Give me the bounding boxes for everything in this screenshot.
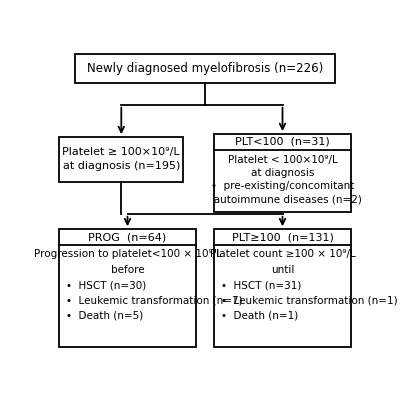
Text: Newly diagnosed myelofibrosis (n=226): Newly diagnosed myelofibrosis (n=226)	[87, 62, 323, 75]
Text: before: before	[111, 265, 144, 275]
Text: until: until	[271, 265, 294, 275]
FancyBboxPatch shape	[59, 137, 183, 182]
Text: autoimmune diseases (n=2): autoimmune diseases (n=2)	[204, 194, 362, 204]
Text: Progression to platelet<100 × 10⁹/L: Progression to platelet<100 × 10⁹/L	[34, 249, 222, 259]
FancyBboxPatch shape	[59, 229, 196, 348]
Text: at diagnosis (n=195): at diagnosis (n=195)	[63, 161, 180, 171]
Text: •  Leukemic transformation (n=7): • Leukemic transformation (n=7)	[66, 296, 243, 306]
Text: Platelet ≥ 100×10⁹/L: Platelet ≥ 100×10⁹/L	[62, 148, 180, 158]
Text: Platelet < 100×10⁹/L: Platelet < 100×10⁹/L	[228, 155, 337, 165]
Text: at diagnosis: at diagnosis	[251, 168, 314, 178]
Text: •  HSCT (n=30): • HSCT (n=30)	[66, 280, 146, 290]
Text: •  Death (n=1): • Death (n=1)	[221, 311, 298, 321]
Text: PROG  (n=64): PROG (n=64)	[88, 232, 167, 242]
Text: PLT<100  (n=31): PLT<100 (n=31)	[235, 137, 330, 147]
Text: •  pre-existing/concomitant: • pre-existing/concomitant	[211, 181, 354, 191]
Text: •  HSCT (n=31): • HSCT (n=31)	[221, 280, 302, 290]
Text: •  Leukemic transformation (n=1): • Leukemic transformation (n=1)	[221, 296, 398, 306]
FancyBboxPatch shape	[214, 229, 351, 348]
Text: PLT≥100  (n=131): PLT≥100 (n=131)	[232, 232, 334, 242]
FancyBboxPatch shape	[75, 54, 335, 83]
FancyBboxPatch shape	[214, 134, 351, 212]
Text: •  Death (n=5): • Death (n=5)	[66, 311, 143, 321]
Text: Platelet count ≥100 × 10⁹/L: Platelet count ≥100 × 10⁹/L	[210, 249, 355, 259]
